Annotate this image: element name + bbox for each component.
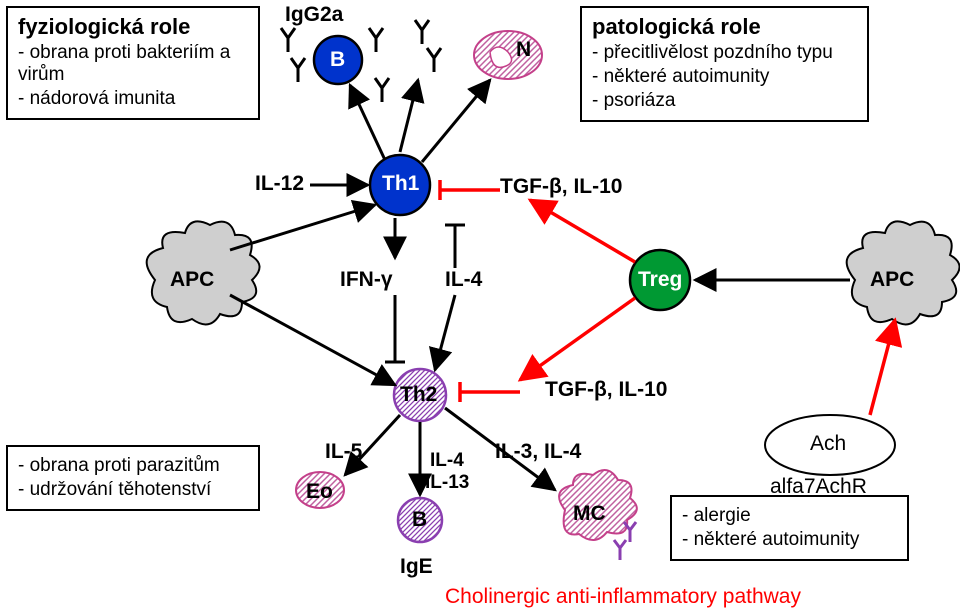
alfa7-label: alfa7AchR — [770, 475, 867, 499]
left-box-item: nádorová imunita — [18, 88, 248, 110]
il4-low-label: IL-4 — [430, 450, 464, 472]
bl-item: udržování těhotenství — [18, 479, 248, 501]
left-box-item: obrana proti bakteriím a virům — [18, 42, 248, 86]
right-box-item: psoriáza — [592, 90, 857, 112]
tgfb-top-label: TGF-β, IL-10 — [500, 175, 622, 199]
left-box-title: fyziologická role — [18, 14, 248, 40]
il5-label: IL-5 — [325, 440, 362, 464]
treg-label: Treg — [638, 268, 682, 292]
eo-label: Eo — [306, 480, 333, 504]
ifng-label: IFN-γ — [340, 268, 393, 292]
n-label: N — [516, 38, 531, 62]
th1-label: Th1 — [382, 172, 419, 196]
ige-label: IgE — [400, 555, 433, 579]
il4-mid-label: IL-4 — [445, 268, 482, 292]
b-bot-label: B — [412, 508, 427, 532]
br-item: některé autoimunity — [682, 529, 897, 551]
right-box-item: přecitlivělost pozdního typu — [592, 42, 857, 64]
bl-item: obrana proti parazitům — [18, 455, 248, 477]
il3-il4-label: IL-3, IL-4 — [495, 440, 581, 464]
il13-label: IL-13 — [425, 472, 469, 494]
br-item: alergie — [682, 505, 897, 527]
left-box: fyziologická role obrana proti bakteriím… — [6, 6, 260, 120]
right-box: patologická role přecitlivělost pozdního… — [580, 6, 869, 122]
mc-label: MC — [573, 502, 606, 526]
b-top-label: B — [330, 48, 345, 72]
igg2a-label: IgG2a — [285, 3, 343, 27]
bottom-right-box: alergie některé autoimunity — [670, 495, 909, 561]
right-box-item: některé autoimunity — [592, 66, 857, 88]
right-box-title: patologická role — [592, 14, 857, 40]
apc-left-label: APC — [170, 268, 214, 292]
apc-right-label: APC — [870, 268, 914, 292]
il12-label: IL-12 — [255, 172, 304, 196]
tgfb-bot-label: TGF-β, IL-10 — [545, 378, 667, 402]
bottom-left-box: obrana proti parazitům udržování těhoten… — [6, 445, 260, 511]
ach-label: Ach — [810, 432, 846, 456]
th2-label: Th2 — [400, 383, 437, 407]
cholinergic-label: Cholinergic anti-inflammatory pathway — [445, 585, 801, 609]
